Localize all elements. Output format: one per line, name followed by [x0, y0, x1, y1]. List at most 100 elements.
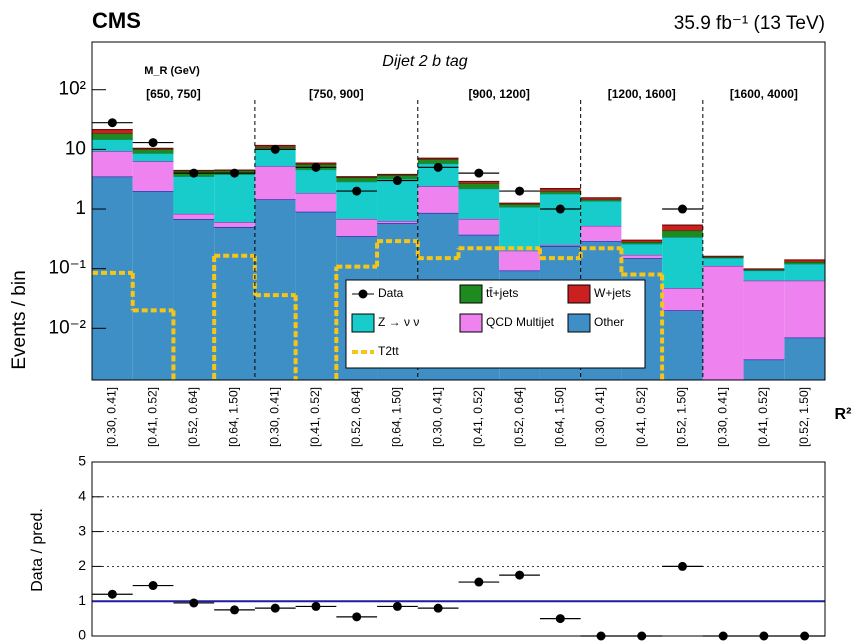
- data-point: [189, 168, 199, 178]
- stack-bar: [417, 186, 459, 213]
- group-label: [1200, 1600]: [608, 87, 676, 101]
- stack-bar: [173, 176, 215, 214]
- stack-bar: [214, 226, 255, 380]
- stack-bar: [784, 259, 825, 262]
- stack-bar: [499, 207, 540, 251]
- stack-bar: [336, 219, 378, 237]
- ratio-y-label: Data / pred.: [29, 508, 46, 592]
- subtitle: Dijet 2 b tag: [382, 53, 467, 70]
- stack-bar: [132, 153, 174, 162]
- stack-bar: [784, 261, 825, 264]
- legend-swatch: [459, 313, 483, 333]
- stack-bar: [580, 197, 622, 200]
- group-label: [750, 900]: [309, 87, 364, 101]
- stack-bar: [92, 133, 133, 140]
- stack-bar: [702, 257, 744, 266]
- ratio-point: [311, 601, 321, 611]
- x-tick-label: [0.30, 0.41]: [430, 387, 444, 447]
- stack-bar: [458, 181, 500, 184]
- stack-bar: [662, 225, 703, 231]
- ratio-point: [107, 589, 117, 599]
- x-tick-label: [0.41, 0.52]: [145, 387, 159, 447]
- y-tick-label: 1: [75, 198, 86, 219]
- x-tick-label: [0.30, 0.41]: [267, 387, 281, 447]
- ratio-y-tick-label: 1: [78, 592, 86, 608]
- stack-bar: [743, 359, 785, 380]
- stack-bar: [743, 270, 785, 281]
- stack-bar: [254, 149, 296, 167]
- ratio-point: [148, 581, 158, 591]
- data-point: [107, 118, 117, 128]
- x-tick-label: [0.52, 1.50]: [675, 387, 689, 447]
- stack-bar: [621, 240, 663, 242]
- lumi-label: 35.9 fb⁻¹ (13 TeV): [674, 13, 825, 34]
- x-tick-label: [0.41, 0.52]: [308, 387, 322, 447]
- stack-bar: [173, 213, 215, 220]
- group-label: [900, 1200]: [469, 87, 530, 101]
- legend-swatch: [358, 289, 368, 299]
- x-tick-label: [0.30, 0.41]: [593, 387, 607, 447]
- stack-bar: [702, 265, 744, 380]
- data-point: [311, 162, 321, 172]
- y-tick-label: 10²: [59, 79, 86, 100]
- x-tick-label: [0.64, 1.50]: [390, 387, 404, 447]
- data-point: [148, 138, 158, 148]
- stack-bar: [458, 183, 500, 189]
- x-tick-label: [0.41, 0.52]: [634, 387, 648, 447]
- ratio-point: [555, 614, 565, 624]
- data-point: [270, 144, 280, 154]
- stack-bar: [336, 177, 378, 182]
- stack-bar: [539, 193, 581, 245]
- legend-box: [345, 279, 646, 369]
- stack-bar: [784, 337, 825, 380]
- y-axis-label: Events / bin: [9, 270, 30, 369]
- stack-bar: [621, 254, 663, 259]
- legend-swatch: [567, 313, 591, 333]
- stack-bar: [580, 199, 622, 202]
- x-tick-label: [0.41, 0.52]: [756, 387, 770, 447]
- stack-bar: [132, 161, 174, 192]
- stack-bar: [132, 191, 174, 380]
- data-point: [230, 168, 240, 178]
- stack-bar: [580, 225, 622, 242]
- stack-bar: [377, 178, 418, 221]
- x-tick-label: [0.64, 1.50]: [552, 387, 566, 447]
- plot-frame: [91, 41, 826, 381]
- x-tick-label: [0.64, 1.50]: [227, 387, 241, 447]
- stack-bar: [295, 193, 337, 212]
- x-tick-label: [0.30, 0.41]: [105, 387, 119, 447]
- x-tick-label: [0.52, 0.64]: [186, 387, 200, 447]
- legend-label: Z → ν ν: [378, 315, 419, 329]
- stack-bar: [743, 280, 785, 360]
- data-point: [555, 204, 565, 214]
- stack-bar: [254, 166, 296, 200]
- legend-label: Other: [594, 315, 624, 329]
- stack-bar: [417, 159, 459, 164]
- legend-label: W+jets: [594, 286, 631, 300]
- group-label: [650, 750]: [146, 87, 201, 101]
- data-point: [474, 168, 484, 178]
- stack-bar: [92, 176, 133, 380]
- stack-bar: [92, 139, 133, 152]
- stack-bar: [132, 149, 174, 154]
- ratio-point: [515, 570, 525, 580]
- ratio-y-tick-label: 5: [78, 453, 86, 469]
- ratio-y-tick-label: 0: [78, 627, 86, 641]
- legend-label: Data: [378, 286, 404, 300]
- stack-bar: [458, 188, 500, 220]
- ratio-y-tick-label: 2: [78, 557, 86, 573]
- stack-bar: [295, 211, 337, 380]
- x-tick-label: [0.52, 0.64]: [512, 387, 526, 447]
- stack-bar: [92, 129, 133, 134]
- x-tick-label: [0.30, 0.41]: [715, 387, 729, 447]
- stack-bar: [662, 230, 703, 238]
- data-point: [352, 186, 362, 196]
- x-tick-label: [0.52, 1.50]: [797, 387, 811, 447]
- ratio-point: [433, 603, 443, 613]
- y-tick-label: 10: [65, 138, 86, 159]
- stack-bar: [377, 220, 418, 224]
- x-tick-label: [0.41, 0.52]: [471, 387, 485, 447]
- stack-bar: [254, 199, 296, 380]
